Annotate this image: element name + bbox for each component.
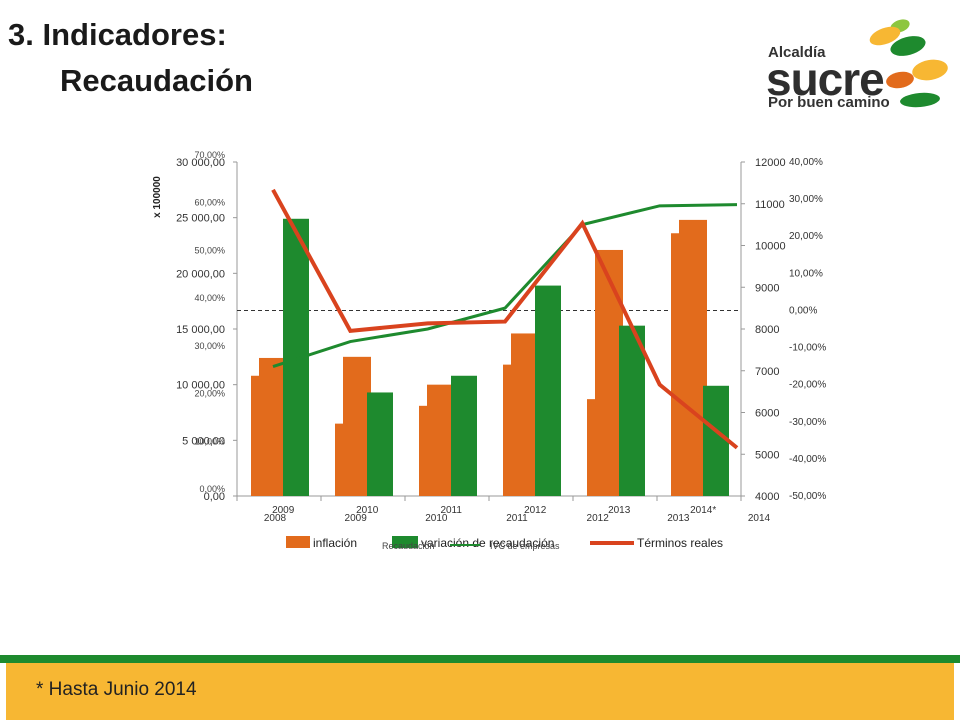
logo-small-text: Alcaldía [768, 44, 826, 61]
left-pct-tick-label: 0,00% [199, 484, 225, 494]
right-tick-label: 11000 [755, 199, 785, 211]
right-pct-tick-label: 40,00% [789, 157, 823, 168]
left-pct-tick-label: 70,00% [194, 150, 225, 160]
legend-label-ivc: IVC de empresas [490, 541, 560, 551]
bar-recaudacion [595, 249, 623, 496]
right-tick-label: 5000 [755, 449, 779, 461]
right-tick-label: 12000 [755, 157, 786, 169]
slide-title: 3. Indicadores: Recaudación [8, 12, 253, 104]
category-label: 2009 [272, 505, 295, 516]
footer-rule [0, 655, 960, 663]
left-tick-label: 10 000,00 [176, 380, 225, 392]
category-label: 2014* [690, 505, 716, 516]
legend-label-terminos-reales: Términos reales [637, 536, 723, 550]
right-pct-tick-label: -50,00% [789, 491, 826, 502]
right-tick-label: 9000 [755, 282, 779, 294]
bar-recaudacion [511, 333, 539, 496]
right-pct-tick-label: -20,00% [789, 380, 826, 391]
right-tick-label: 10000 [755, 241, 786, 253]
x-bottom-label: 2010 [425, 513, 448, 524]
left-pct-tick-label: 40,00% [194, 293, 225, 303]
bar-variacion-recaudacion [703, 385, 729, 496]
logo-tagline: Por buen camino [768, 94, 890, 111]
title-line-1: 3. Indicadores: [8, 17, 227, 52]
bar-variacion-recaudacion [535, 285, 561, 496]
right-pct-tick-label: -10,00% [789, 343, 826, 354]
right-pct-tick-label: -40,00% [789, 454, 826, 465]
bar-recaudacion [427, 384, 455, 496]
category-label: 2011 [440, 505, 462, 516]
right-tick-label: 4000 [755, 491, 779, 503]
category-label: 2013 [608, 505, 631, 516]
right-tick-label: 8000 [755, 324, 779, 336]
legend-swatch-variacion [392, 536, 418, 548]
legend-label-recaudacion: Recaudación [382, 541, 435, 551]
left-pct-tick-label: 60,00% [194, 198, 225, 208]
line-ivc-empresas [272, 203, 738, 369]
left-tick-label: 5 000,00 [182, 435, 225, 447]
right-pct-tick-label: 20,00% [789, 231, 823, 242]
x-bottom-label: 2014 [748, 513, 771, 524]
x-bottom-label: 2009 [345, 513, 368, 524]
x-bottom-label: 2011 [506, 513, 528, 524]
bar-recaudacion [679, 219, 707, 497]
legend-label-variacion: variación de recaudación [421, 536, 554, 550]
left-tick-label: 25 000,00 [176, 213, 225, 225]
left-tick-label: 20 000,00 [176, 268, 225, 280]
legend-swatch-inflacion [286, 536, 310, 548]
left-pct-tick-label: 20,00% [194, 389, 225, 399]
logo: Alcaldía sucre Por buen camino [760, 8, 950, 111]
x-bottom-label: 2012 [587, 513, 610, 524]
bar-recaudacion [259, 357, 287, 496]
left-tick-label: 0,00 [204, 491, 225, 503]
bar-variacion-recaudacion [619, 325, 645, 496]
left-pct-tick-label: 50,00% [194, 245, 225, 255]
right-tick-label: 6000 [755, 408, 779, 420]
footer-band: * Hasta Junio 2014 [6, 663, 954, 720]
left-axis-unit: x 100000 [152, 176, 163, 218]
legend-label-inflacion: inflación [313, 536, 357, 550]
bar-variacion-recaudacion [367, 392, 393, 496]
right-pct-tick-label: -30,00% [789, 417, 826, 428]
category-label: 2012 [524, 505, 547, 516]
left-tick-label: 15 000,00 [176, 324, 225, 336]
x-bottom-label: 2013 [667, 513, 690, 524]
category-label: 2010 [356, 505, 379, 516]
right-pct-tick-label: 0,00% [789, 305, 817, 316]
title-line-2: Recaudación [60, 63, 253, 98]
bar-recaudacion [343, 356, 371, 496]
right-pct-tick-label: 30,00% [789, 194, 823, 205]
right-tick-label: 7000 [755, 366, 779, 378]
right-pct-tick-label: 10,00% [789, 268, 823, 279]
logo-name: sucre [766, 53, 885, 105]
left-pct-tick-label: 10,00% [194, 436, 225, 446]
left-tick-label: 30 000,00 [176, 157, 225, 169]
bar-variacion-recaudacion [451, 375, 477, 496]
logo-mark-icon [869, 19, 948, 108]
left-pct-tick-label: 30,00% [194, 341, 225, 351]
line-terminos-reales [271, 188, 739, 450]
x-bottom-label: 2008 [264, 513, 287, 524]
footnote: * Hasta Junio 2014 [36, 679, 197, 700]
